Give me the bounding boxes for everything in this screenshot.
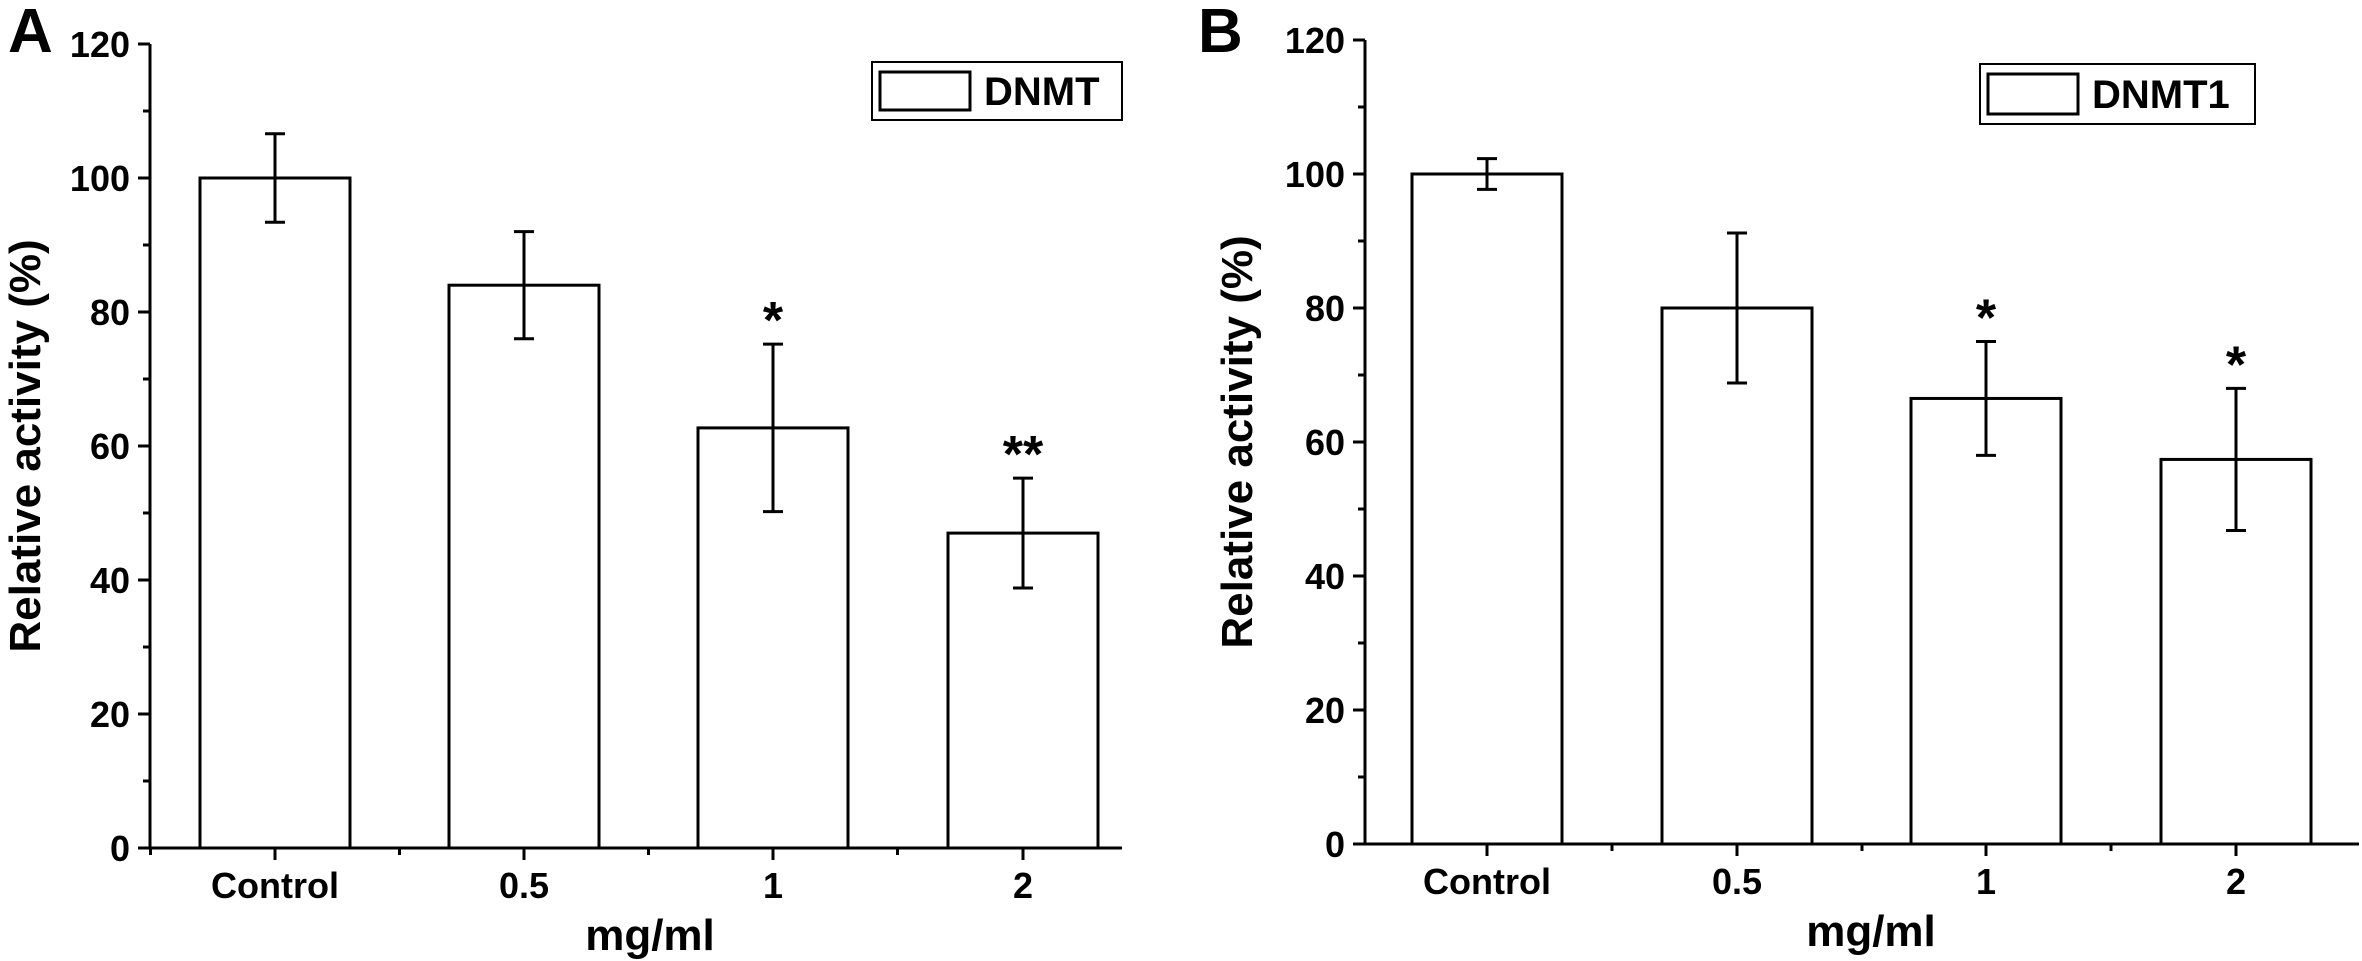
x-tick-label: Control: [1423, 861, 1551, 902]
y-tick-label: 60: [90, 426, 130, 467]
bar: [1909, 396, 2063, 846]
significance-marker: *: [1976, 290, 1997, 348]
y-tick-label: 60: [1305, 422, 1345, 463]
y-tick-label: 20: [90, 694, 130, 735]
legend: DNMT: [871, 61, 1123, 121]
y-tick-label: 0: [1325, 824, 1345, 865]
significance-marker: **: [1003, 426, 1044, 484]
y-tick-label: 40: [90, 560, 130, 601]
legend-swatch: [1986, 72, 2080, 116]
x-tick-label: 0.5: [499, 865, 549, 906]
y-axis-title: Relative activity (%): [1, 239, 50, 652]
significance-marker: *: [763, 292, 784, 350]
y-tick-label: 0: [110, 828, 130, 869]
x-tick-label: 1: [763, 865, 783, 906]
legend-label: DNMT1: [2092, 73, 2230, 117]
legend-label: DNMT: [984, 70, 1100, 114]
chart-panel-b: B 0 20 40 60 80 100 120 Control 0.5 1 * 2 * mg/ml Relat…: [1198, 0, 2359, 956]
x-axis-title: mg/ml: [1806, 907, 1936, 956]
legend: DNMT1: [1979, 63, 2256, 125]
x-tick-label: 2: [2226, 861, 2246, 902]
panel-label: A: [8, 0, 53, 66]
x-tick-label: Control: [211, 865, 339, 906]
significance-marker: *: [2226, 336, 2247, 394]
bar: [198, 176, 352, 850]
y-tick-label: 120: [70, 24, 130, 65]
bar: [1410, 172, 1564, 846]
y-tick-label: 80: [90, 292, 130, 333]
x-tick-label: 2: [1013, 865, 1033, 906]
y-tick-label: 100: [1285, 154, 1345, 195]
y-tick-label: 100: [70, 158, 130, 199]
y-tick-label: 20: [1305, 690, 1345, 731]
panel-label: B: [1198, 0, 1243, 66]
y-tick-label: 120: [1285, 20, 1345, 61]
bar: [1660, 306, 1814, 846]
bar: [447, 283, 601, 850]
x-tick-label: 1: [1976, 861, 1996, 902]
x-tick-label: 0.5: [1712, 861, 1762, 902]
chart-panel-a: A 0 20 40 60 80 100 120 Control 0.5 1 * 2 ** mg/ml Rela…: [1, 0, 1123, 960]
y-tick-label: 80: [1305, 288, 1345, 329]
x-axis-title: mg/ml: [585, 911, 715, 960]
y-tick-label: 40: [1305, 556, 1345, 597]
legend-swatch: [878, 70, 972, 112]
y-axis-title: Relative activity (%): [1213, 235, 1262, 648]
